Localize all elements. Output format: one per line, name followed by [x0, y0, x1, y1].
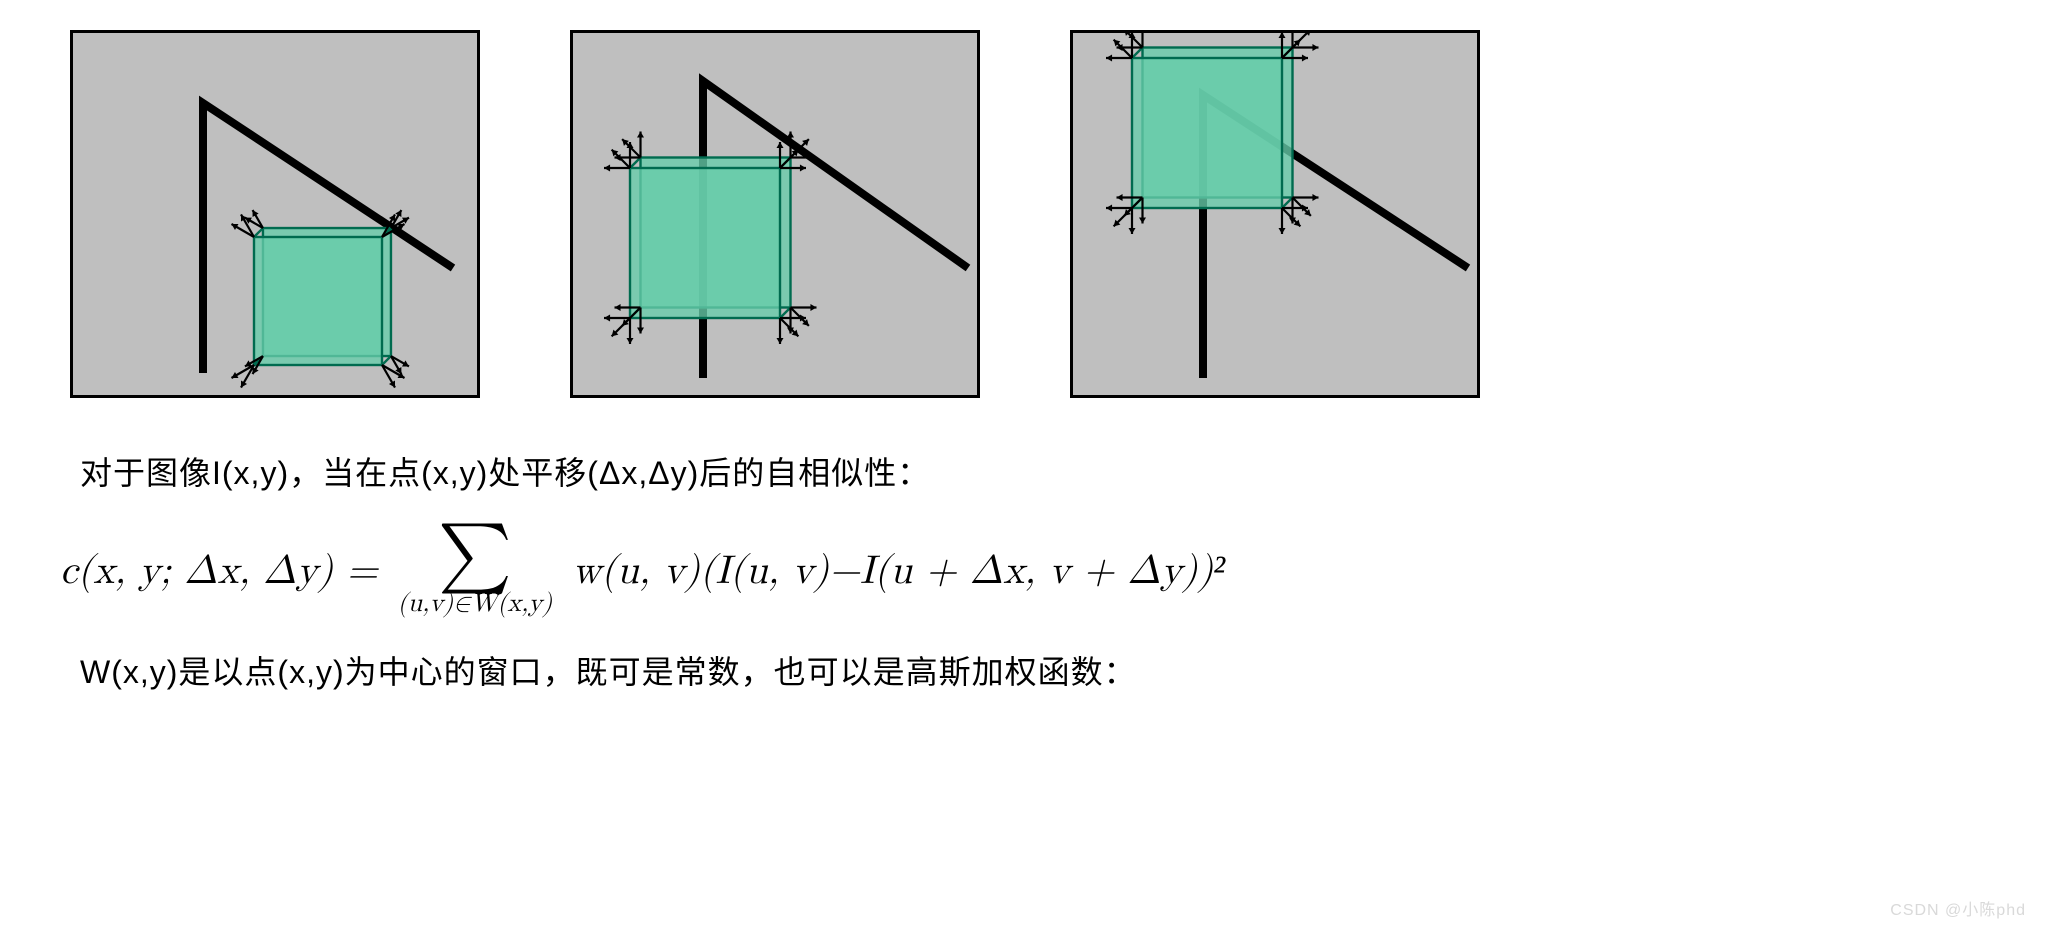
panels-row: [0, 0, 2046, 398]
summation: ∑ (u,v)∈W(x,y): [398, 524, 553, 617]
summation-subscript: (u,v)∈W(x,y): [398, 591, 553, 617]
sigma-symbol: ∑: [438, 524, 512, 587]
formula: c(x, y; Δx, Δy) = ∑ (u,v)∈W(x,y) w(u, v)…: [0, 494, 2046, 617]
formula-lhs: c(x, y; Δx, Δy) =: [60, 547, 378, 595]
text-line-2: W(x,y)是以点(x,y)为中心的窗口，既可是常数，也可以是高斯加权函数：: [80, 647, 1966, 693]
formula-rhs: w(u, v)(I(u, v)−I(u + Δx, v + Δy))²: [572, 546, 1225, 595]
panel-edge: [570, 30, 980, 398]
watermark: CSDN @小陈phd: [1890, 896, 2026, 920]
description-block-2: W(x,y)是以点(x,y)为中心的窗口，既可是常数，也可以是高斯加权函数：: [0, 617, 2046, 693]
panel-flat: [70, 30, 480, 398]
text-line-1: 对于图像I(x,y)，当在点(x,y)处平移(Δx,Δy)后的自相似性：: [80, 448, 1966, 494]
description-block: 对于图像I(x,y)，当在点(x,y)处平移(Δx,Δy)后的自相似性：: [0, 398, 2046, 494]
panel-corner: [1070, 30, 1480, 398]
